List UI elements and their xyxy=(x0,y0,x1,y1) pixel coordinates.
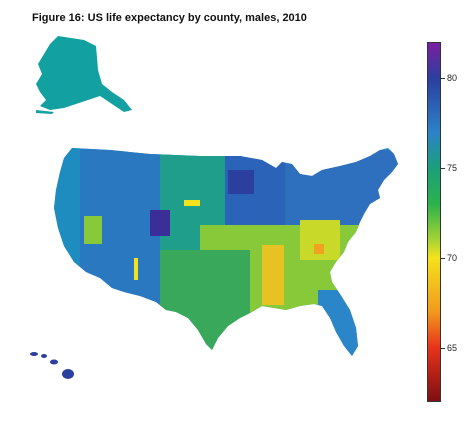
co-highland xyxy=(150,210,170,236)
us-county-map xyxy=(30,36,398,379)
legend-tick xyxy=(441,348,445,349)
nevada-highlight xyxy=(84,216,102,244)
legend-color-bar xyxy=(427,42,441,402)
legend-tick xyxy=(441,258,445,259)
mississippi-delta xyxy=(262,245,284,305)
hawaii-region xyxy=(30,352,74,379)
contiguous-us xyxy=(54,148,398,356)
texas-region xyxy=(160,250,250,356)
florida-region xyxy=(318,290,363,356)
sd-hotspot xyxy=(184,200,200,206)
alaska-islands xyxy=(36,110,54,114)
alaska-region xyxy=(36,36,132,112)
figure-title: Figure 16: US life expectancy by county,… xyxy=(32,12,307,24)
life-expectancy-legend: 80 75 70 65 xyxy=(425,42,465,404)
legend-tick xyxy=(441,168,445,169)
ky-hotspot xyxy=(314,244,324,254)
west-coast-region xyxy=(54,148,80,280)
legend-tick xyxy=(441,78,445,79)
az-hotspot xyxy=(134,258,138,280)
mn-highland xyxy=(228,170,254,194)
northeast-region xyxy=(285,150,398,230)
legend-tick-label: 80 xyxy=(447,73,458,83)
legend-tick-label: 65 xyxy=(447,343,458,353)
legend-tick-label: 75 xyxy=(447,163,458,173)
legend-tick-label: 70 xyxy=(447,253,458,263)
